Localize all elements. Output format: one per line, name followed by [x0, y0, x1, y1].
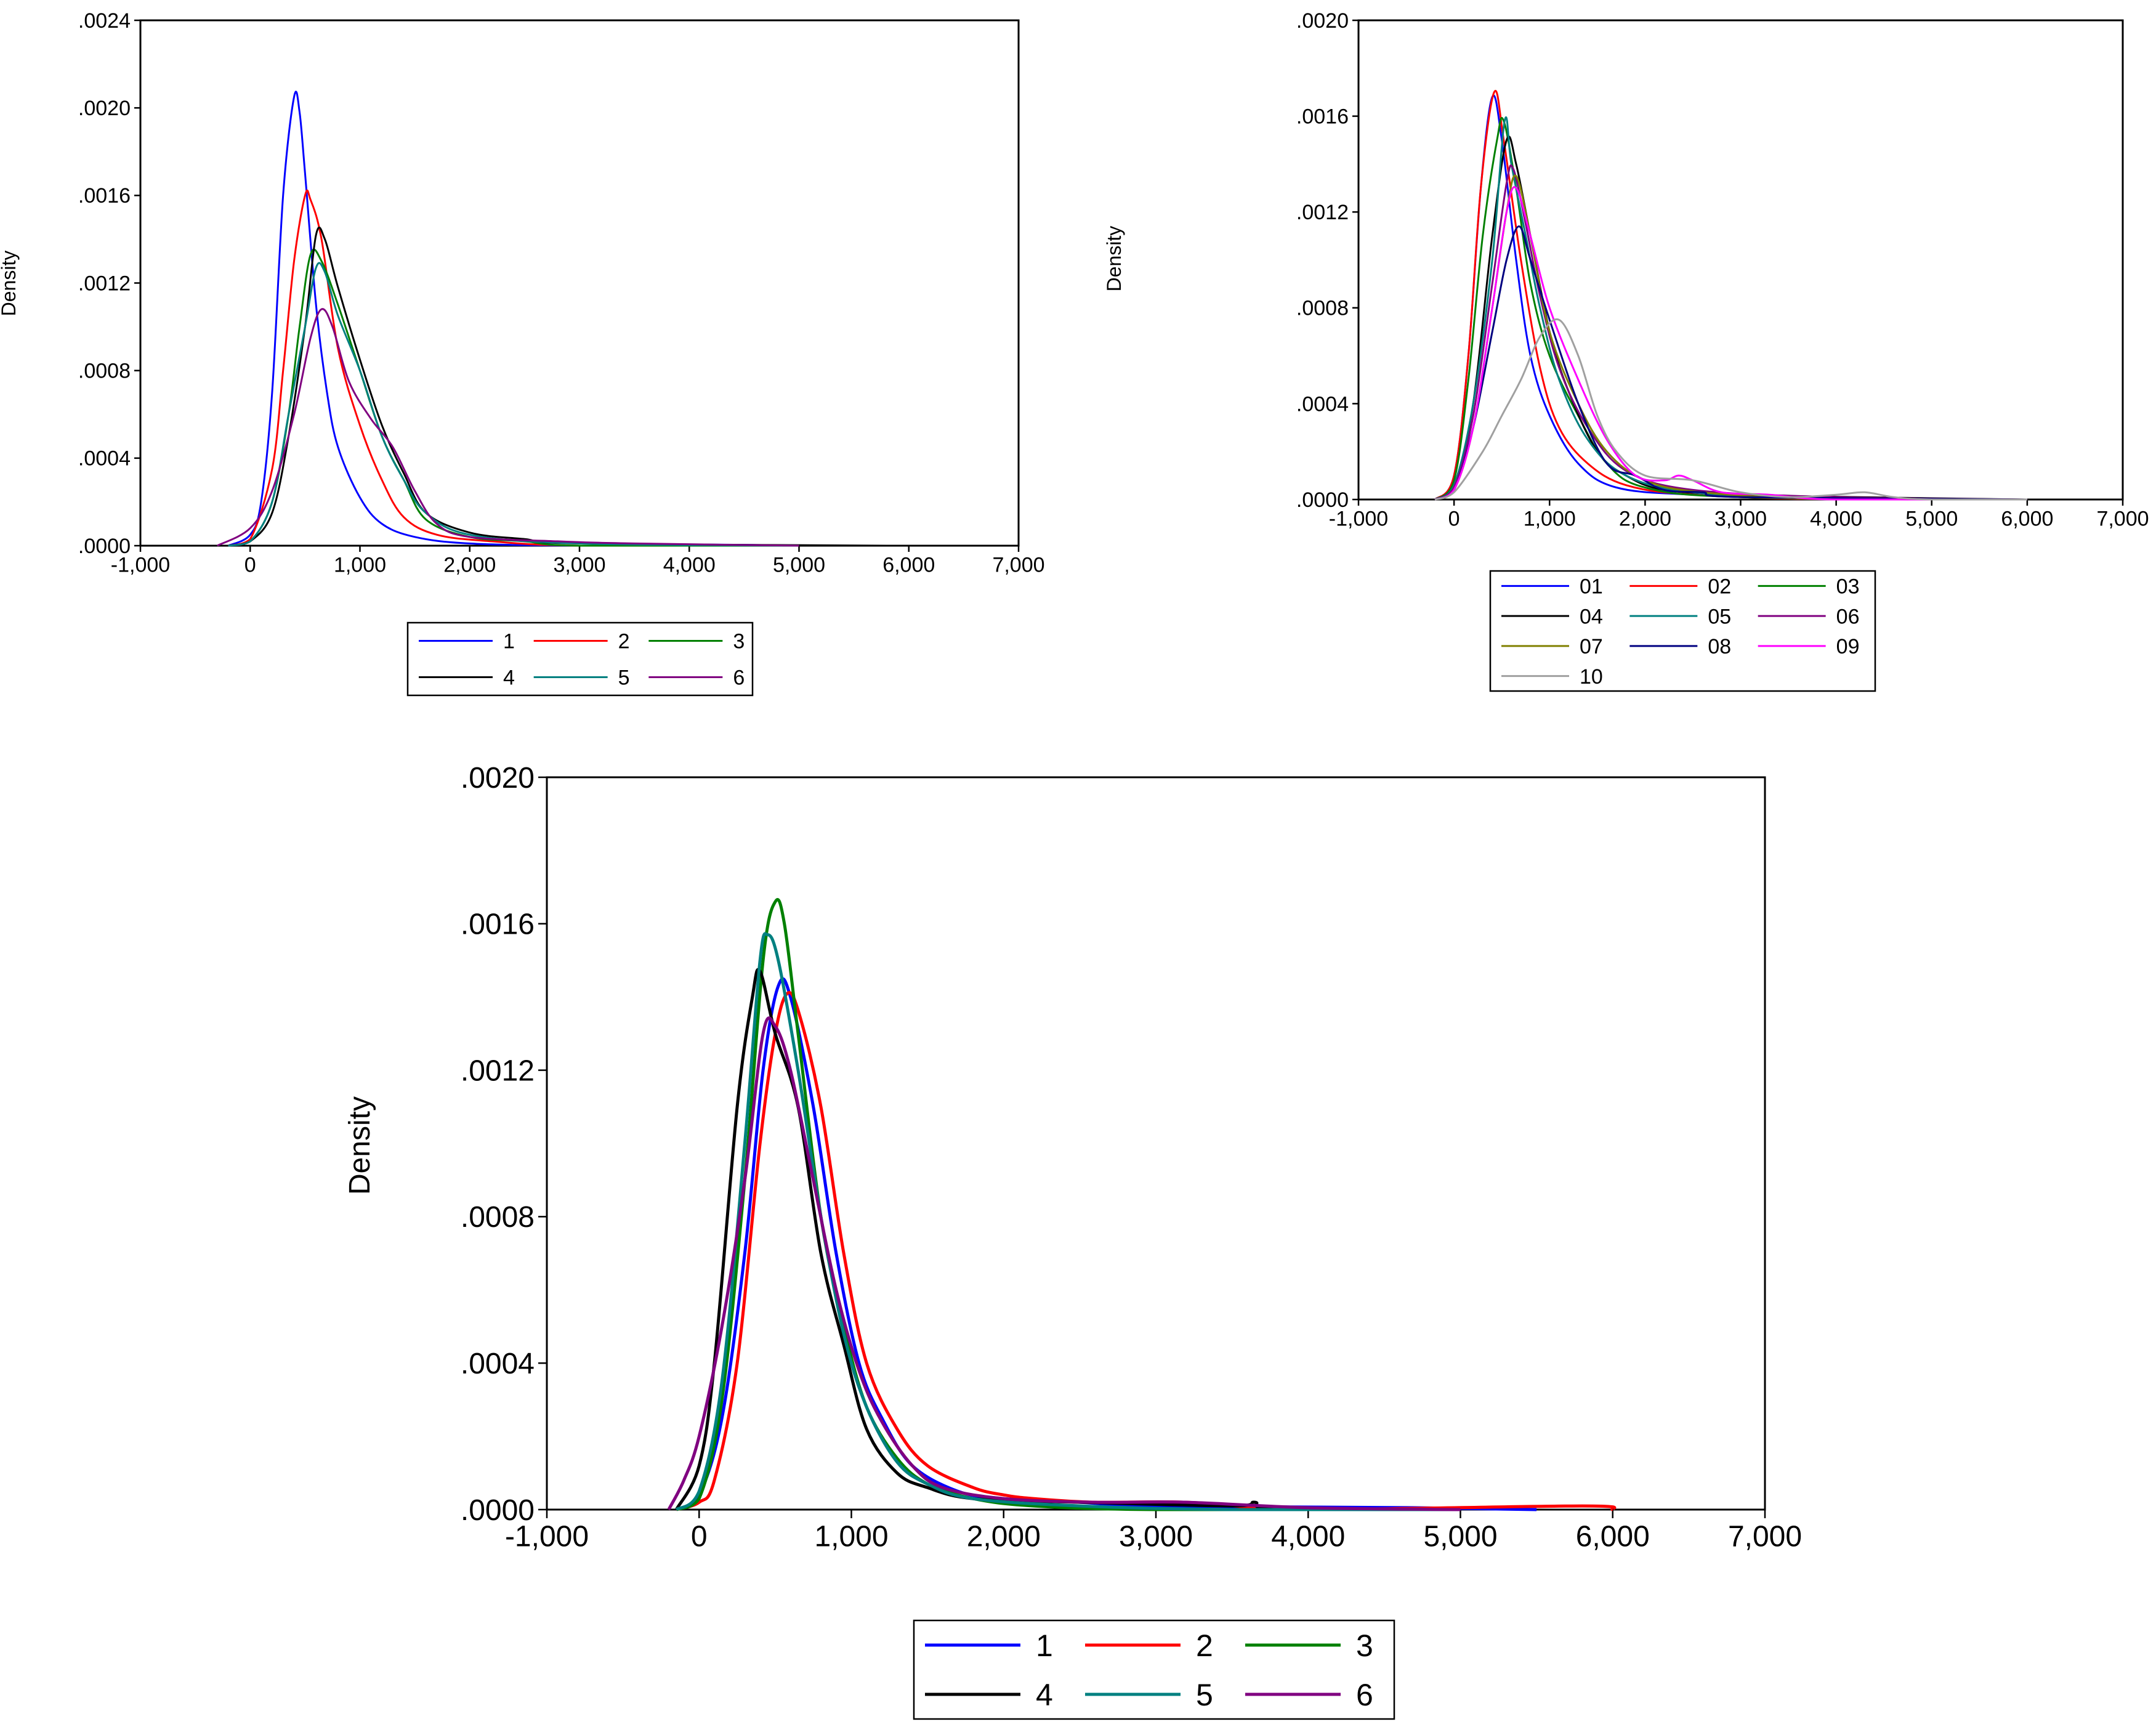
legend-box: [913, 1619, 1395, 1720]
y-axis-label: Density: [0, 251, 20, 317]
series-line-2: [676, 991, 1617, 1511]
x-tick-label: 2,000: [1619, 507, 1671, 530]
legend-label-2: 2: [1196, 1628, 1213, 1663]
y-tick-label: .0000: [78, 535, 131, 558]
legend-label-05: 05: [1708, 605, 1731, 628]
legend-label-5: 5: [618, 666, 630, 690]
x-tick-label: 2,000: [443, 553, 496, 576]
y-tick-label: .0020: [1296, 9, 1349, 33]
series-line-10: [1434, 318, 2027, 501]
plot-frame: [546, 776, 1766, 1511]
x-tick-label: -1,000: [1329, 507, 1388, 530]
chart-3: -1,000 0 1,000 2,000 3,000 4,000 5,000 6,000 7,0…: [344, 762, 1802, 1720]
chart-2: -1,000 0 1,000 2,000 3,000 4,000 5,000 6,000 7,0…: [1103, 9, 2149, 692]
legend-label-08: 08: [1708, 635, 1731, 658]
legend-label-4: 4: [503, 666, 515, 690]
x-tick-label: 7,000: [2096, 507, 2149, 530]
x-tick-label: 5,000: [773, 553, 825, 576]
legend-label-06: 06: [1836, 605, 1860, 628]
legend-label-01: 01: [1580, 575, 1603, 599]
y-tick-label: .0004: [461, 1348, 535, 1380]
legend-label-07: 07: [1580, 635, 1603, 658]
legend-label-1: 1: [1036, 1628, 1053, 1663]
legend-label-09: 09: [1836, 635, 1860, 658]
legend-label-3: 3: [1356, 1628, 1373, 1663]
legend-box: [1489, 570, 1876, 692]
series-line-5: [228, 262, 799, 547]
legend-label-6: 6: [733, 666, 745, 690]
x-tick-label: 5,000: [1423, 1521, 1497, 1553]
x-tick-label: 3,000: [1714, 507, 1767, 530]
legend-label-4: 4: [1036, 1678, 1053, 1712]
series-line-06: [1434, 164, 2027, 501]
y-tick-label: .0020: [461, 762, 535, 795]
legend-box: [406, 621, 754, 697]
x-tick-label: 7,000: [992, 553, 1044, 576]
x-tick-label: 4,000: [663, 553, 716, 576]
series-line-5: [675, 932, 1461, 1511]
legend-label-3: 3: [733, 630, 745, 653]
legend-label-2: 2: [618, 630, 630, 653]
series-line-6: [667, 1016, 1461, 1511]
x-tick-label: -1,000: [505, 1521, 589, 1553]
legend-label-1: 1: [503, 630, 515, 653]
x-tick-label: 6,000: [2001, 507, 2053, 530]
series-line-05: [1434, 116, 2027, 501]
series-line-3: [676, 897, 1461, 1511]
x-tick-label: 5,000: [1905, 507, 1958, 530]
legend-label-10: 10: [1580, 665, 1603, 689]
x-tick-label: 0: [244, 553, 256, 576]
x-tick-label: 6,000: [882, 553, 935, 576]
x-tick-label: 4,000: [1810, 507, 1862, 530]
chart-1: -1,000 0 1,000 2,000 3,000 4,000 5,000 6,000 7,0…: [0, 9, 1045, 697]
x-tick-label: 1,000: [1524, 507, 1576, 530]
x-tick-label: 0: [691, 1521, 708, 1553]
y-tick-label: .0008: [1296, 297, 1349, 320]
legend-label-6: 6: [1356, 1678, 1373, 1712]
y-tick-label: .0016: [461, 908, 535, 941]
legend-label-02: 02: [1708, 575, 1731, 599]
legend: 1 2 3 4 5 6: [406, 621, 754, 697]
y-tick-label: .0000: [461, 1494, 535, 1527]
y-tick-label: .0020: [78, 97, 131, 120]
x-tick-label: 1,000: [334, 553, 386, 576]
series-line-6: [217, 308, 799, 547]
y-axis-label: Density: [344, 1096, 376, 1195]
y-tick-label: .0004: [1296, 392, 1349, 416]
y-tick-label: .0016: [1296, 105, 1349, 129]
x-tick-label: 1,000: [814, 1521, 888, 1553]
x-tick-label: -1,000: [111, 553, 170, 576]
series-line-3: [228, 248, 799, 547]
legend: 1 2 3 4 5 6: [913, 1619, 1395, 1720]
y-tick-label: .0004: [78, 447, 131, 471]
series-line-02: [1434, 90, 2027, 501]
x-tick-label: 2,000: [967, 1521, 1041, 1553]
series-line-08: [1434, 225, 2027, 501]
series-line-1: [675, 977, 1537, 1511]
y-axis-label: Density: [1103, 226, 1125, 292]
y-tick-label: .0008: [461, 1201, 535, 1234]
x-tick-label: 4,000: [1271, 1521, 1345, 1553]
legend: 01 02 03 04 05 06 07 08 09 10: [1489, 570, 1876, 692]
x-tick-label: 6,000: [1576, 1521, 1650, 1553]
y-tick-label: .0000: [1296, 488, 1349, 512]
legend-label-5: 5: [1196, 1678, 1213, 1712]
y-tick-label: .0024: [78, 9, 131, 33]
x-tick-label: 0: [1448, 507, 1460, 530]
legend-label-04: 04: [1580, 605, 1603, 628]
x-tick-label: 3,000: [1119, 1521, 1193, 1553]
y-tick-label: .0008: [78, 360, 131, 383]
series-line-01: [1434, 94, 2027, 501]
y-tick-label: .0012: [78, 272, 131, 295]
y-tick-label: .0012: [1296, 201, 1349, 224]
y-tick-label: .0016: [78, 184, 131, 208]
legend-label-03: 03: [1836, 575, 1860, 599]
y-tick-label: .0012: [461, 1054, 535, 1087]
series-line-1: [227, 91, 799, 547]
series-line-2: [228, 189, 799, 547]
series-line-03: [1434, 116, 2027, 501]
x-tick-label: 3,000: [553, 553, 605, 576]
x-tick-label: 7,000: [1728, 1521, 1802, 1553]
